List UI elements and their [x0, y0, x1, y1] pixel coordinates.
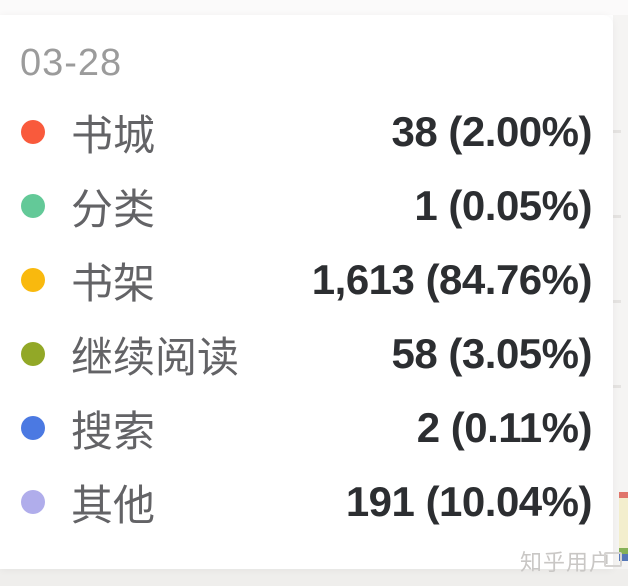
series-value: 2 (0.11%) — [416, 404, 593, 451]
series-value: 191 (10.04%) — [345, 478, 593, 525]
series-label: 分类 — [71, 185, 156, 233]
tooltip-row: 书城 38 (2.00%) — [0, 95, 613, 169]
series-value: 38 (2.00%) — [391, 108, 593, 155]
tooltip-rows: 书城 38 (2.00%) 分类 1 (0.05%) 书架 1,613 (84.… — [0, 95, 613, 539]
background-right-strip — [613, 15, 628, 569]
series-value: 1 (0.05%) — [414, 182, 592, 229]
watermark-text: 知乎用户 — [519, 550, 612, 575]
series-dot — [21, 416, 45, 440]
series-label: 其他 — [71, 481, 156, 529]
tooltip-date: 03-28 — [20, 42, 123, 84]
axis-tick-mark — [613, 215, 621, 218]
tooltip-row: 搜索 2 (0.11%) — [0, 391, 613, 465]
series-value: 58 (3.05%) — [391, 330, 593, 377]
sliver-band — [619, 548, 628, 554]
background-top-strip — [0, 0, 628, 15]
tooltip-row: 继续阅读 58 (3.05%) — [0, 317, 613, 391]
series-dot — [21, 342, 45, 366]
chart-edge-sliver — [619, 492, 628, 561]
background-bottom-strip — [0, 569, 628, 586]
axis-tick-mark — [613, 130, 621, 133]
series-dot — [21, 490, 45, 514]
tooltip-row: 书架 1,613 (84.76%) — [0, 243, 613, 317]
series-label: 书架 — [71, 259, 156, 307]
sliver-band — [619, 498, 628, 548]
series-label: 书城 — [71, 111, 156, 159]
series-dot — [21, 268, 45, 292]
tooltip-row: 其他 191 (10.04%) — [0, 465, 613, 539]
chart-tooltip: 03-28 书城 38 (2.00%) 分类 1 (0.05%) 书架 1,61… — [0, 15, 613, 569]
sliver-band — [619, 492, 628, 498]
watermark-icon — [604, 552, 622, 567]
tooltip-row: 分类 1 (0.05%) — [0, 169, 613, 243]
series-label: 继续阅读 — [71, 333, 240, 381]
axis-tick-mark — [613, 300, 621, 303]
series-value: 1,613 (84.76%) — [311, 256, 593, 303]
series-dot — [21, 120, 45, 144]
series-label: 搜索 — [71, 407, 156, 455]
axis-tick-mark — [613, 385, 621, 388]
sliver-band — [619, 554, 628, 561]
series-dot — [21, 194, 45, 218]
